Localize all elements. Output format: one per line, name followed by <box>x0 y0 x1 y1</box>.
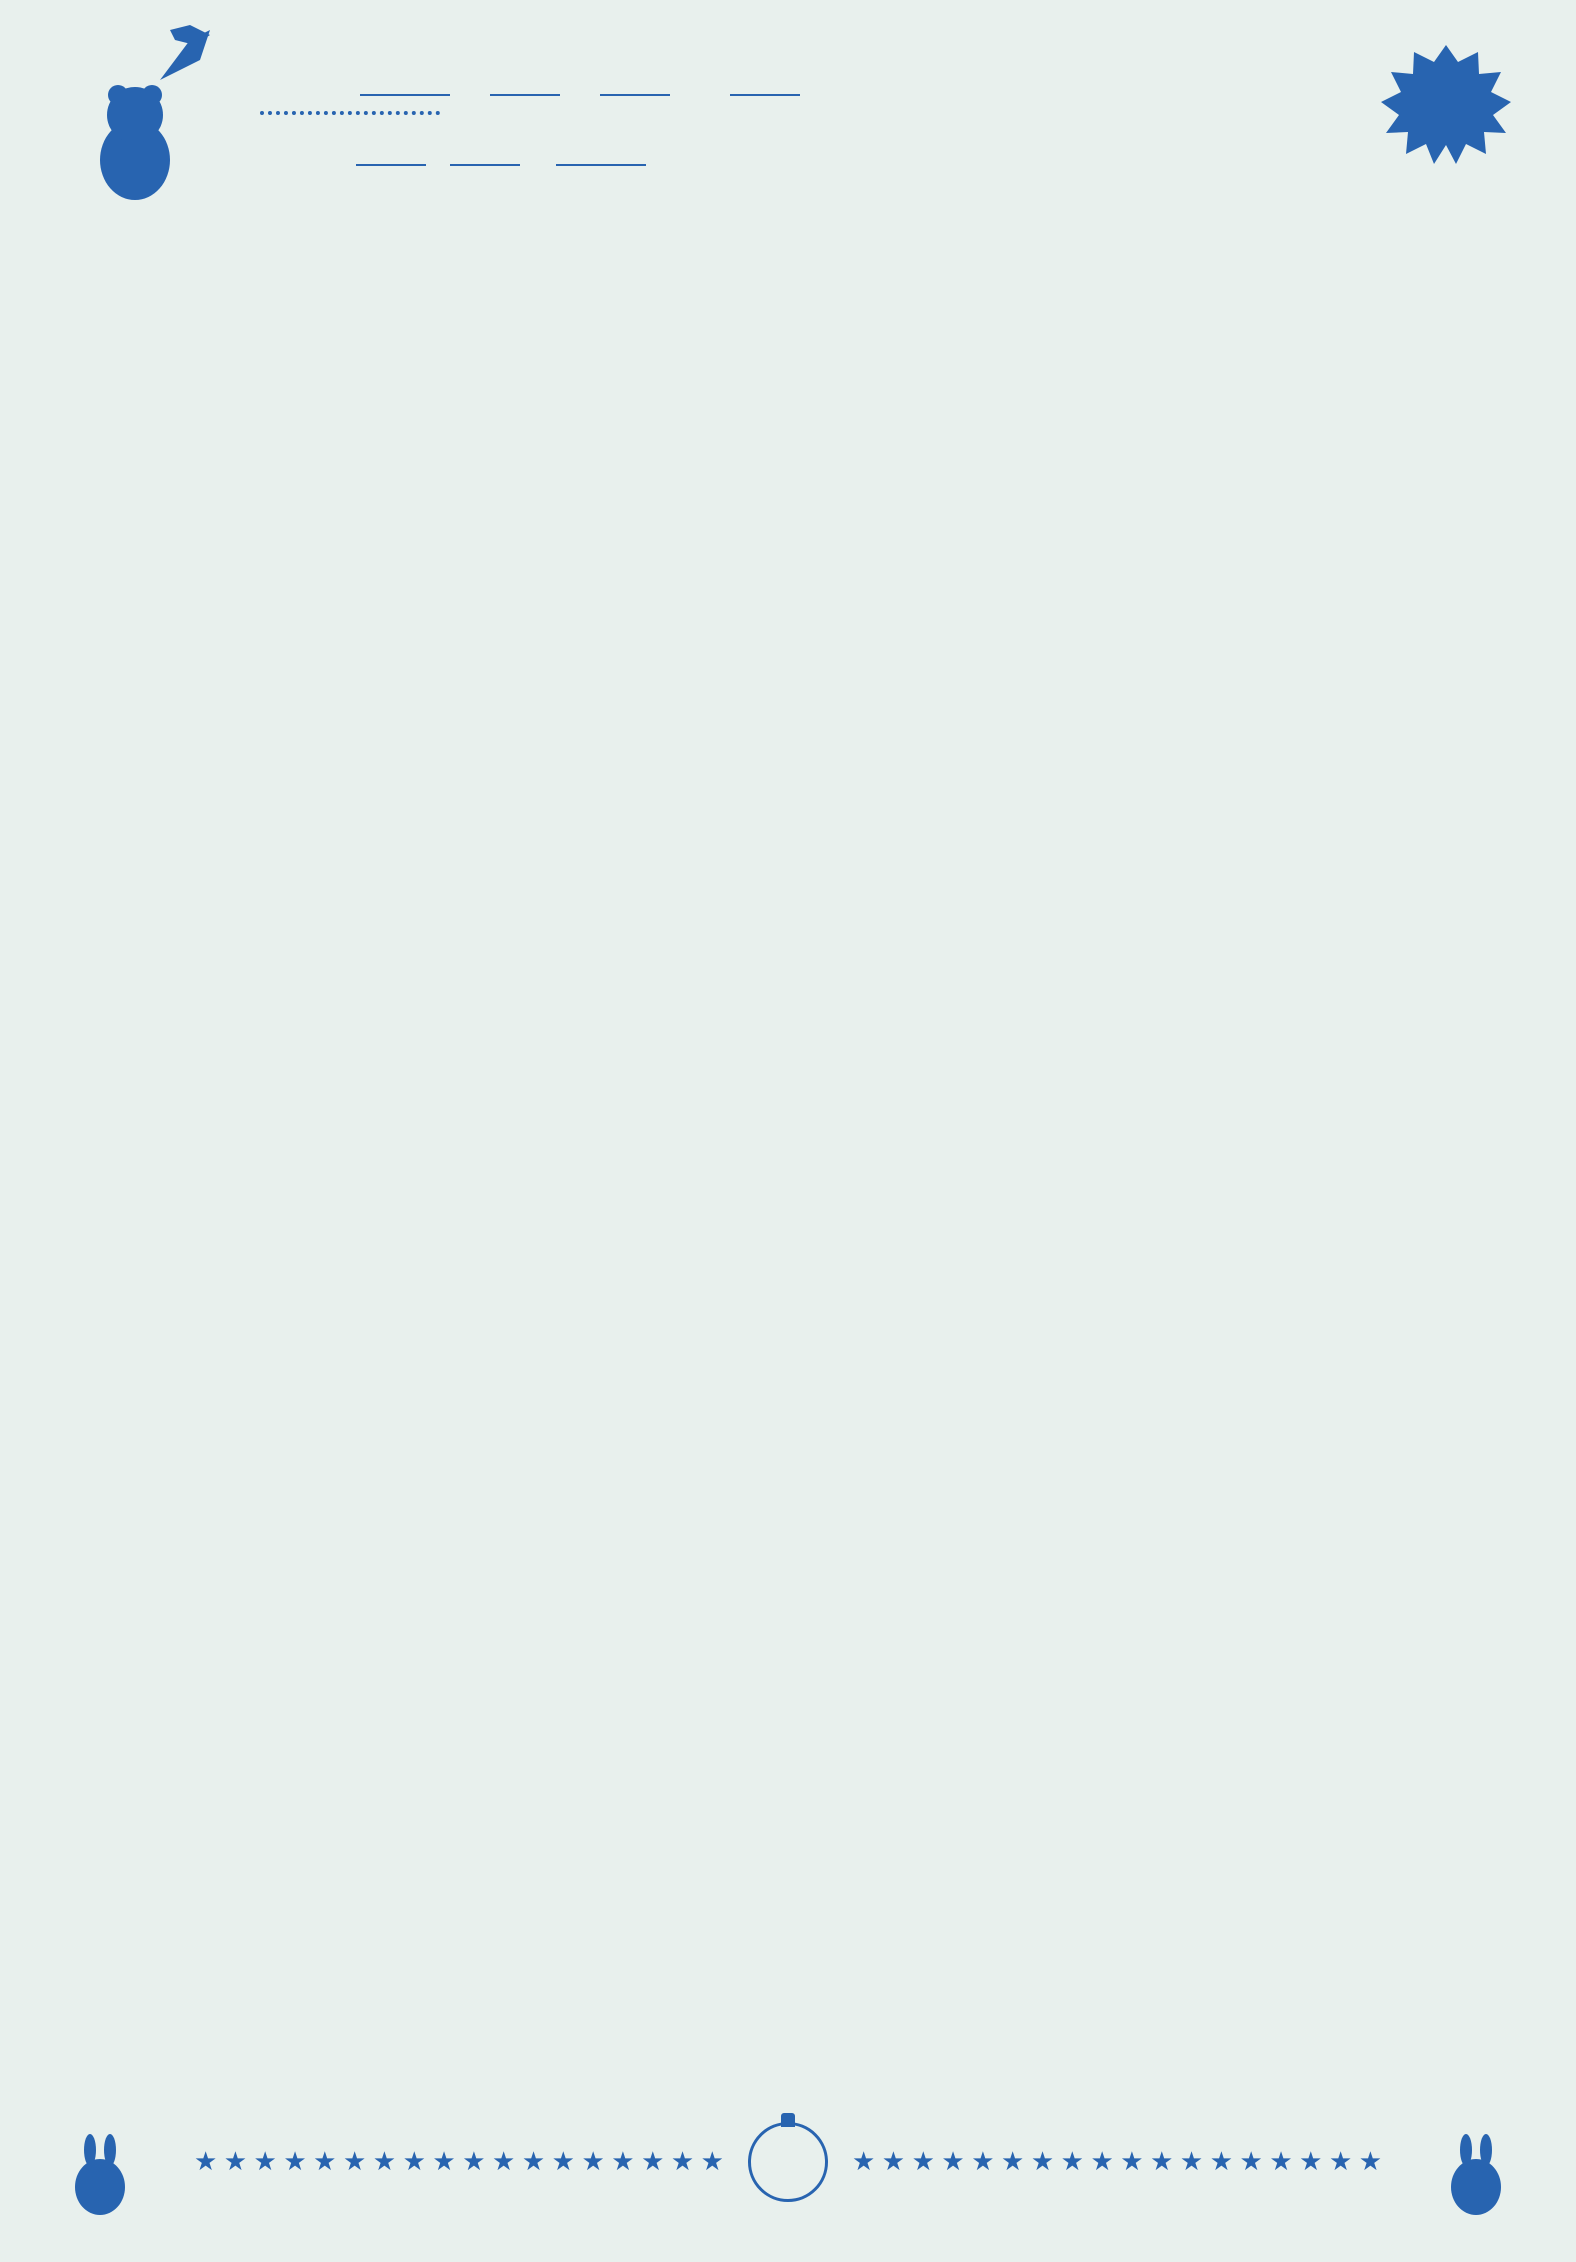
dotted-divider <box>260 111 440 115</box>
year-blank[interactable] <box>360 60 450 96</box>
page-footer: ★ ★ ★ ★ ★ ★ ★ ★ ★ ★ ★ ★ ★ ★ ★ ★ ★ ★ ★ ★ … <box>100 2122 1476 2202</box>
second-blank[interactable] <box>450 130 520 166</box>
month-blank[interactable] <box>490 60 560 96</box>
score-blank[interactable] <box>556 130 646 166</box>
page-number-badge <box>748 2122 828 2202</box>
subject-date-row <box>260 60 1476 96</box>
day-blank[interactable] <box>600 60 670 96</box>
minute-blank[interactable] <box>356 130 426 166</box>
info-row <box>260 130 1476 166</box>
bunny-left-icon <box>60 2132 140 2222</box>
stars-left: ★ ★ ★ ★ ★ ★ ★ ★ ★ ★ ★ ★ ★ ★ ★ ★ ★ ★ <box>194 2147 724 2177</box>
bunny-right-icon <box>1436 2132 1516 2222</box>
worksheet-header <box>100 60 1476 166</box>
starburst-badge-icon <box>1376 40 1516 180</box>
weekday-blank[interactable] <box>730 60 800 96</box>
bear-mascot-icon <box>70 20 210 240</box>
star-row: ★ ★ ★ ★ ★ ★ ★ ★ ★ ★ ★ ★ ★ ★ ★ ★ ★ ★ ★ ★ … <box>194 2122 1382 2202</box>
stars-right: ★ ★ ★ ★ ★ ★ ★ ★ ★ ★ ★ ★ ★ ★ ★ ★ ★ ★ <box>852 2147 1382 2177</box>
